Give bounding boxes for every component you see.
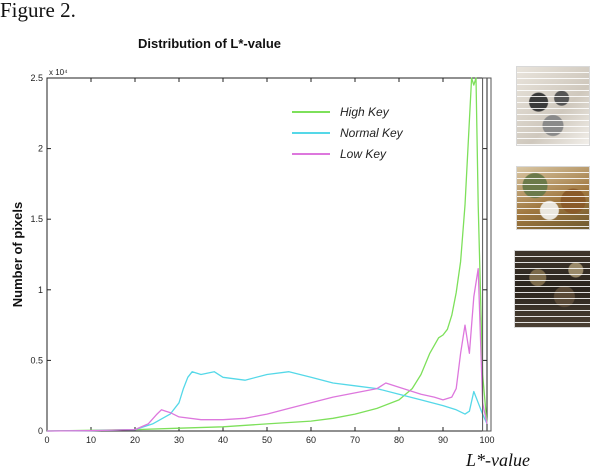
x-tick-label: 80 bbox=[394, 435, 404, 445]
x-tick-label: 70 bbox=[350, 435, 360, 445]
y-exponent-label: x 10⁴ bbox=[49, 68, 68, 77]
y-tick-label: 2 bbox=[38, 144, 43, 154]
x-tick-label: 20 bbox=[130, 435, 140, 445]
x-tick-label: 0 bbox=[44, 435, 49, 445]
legend-label: High Key bbox=[340, 105, 390, 119]
x-tick-label: 30 bbox=[174, 435, 184, 445]
y-tick-label: 2.5 bbox=[30, 73, 43, 83]
boundary-bar bbox=[482, 77, 492, 432]
normal-key-thumbnail bbox=[516, 166, 590, 230]
legend-label: Normal Key bbox=[340, 126, 404, 140]
y-axis-label: Number of pixels bbox=[10, 202, 25, 307]
x-tick-label: 60 bbox=[306, 435, 316, 445]
plot-frame bbox=[46, 77, 488, 432]
y-tick-label: 0.5 bbox=[30, 355, 43, 365]
x-tick-label: 50 bbox=[262, 435, 272, 445]
x-axis-label: L*-value bbox=[466, 450, 530, 470]
chart-title: Distribution of L*-value bbox=[138, 36, 281, 51]
legend-label: Low Key bbox=[340, 147, 387, 161]
series-line-normal-key bbox=[46, 371, 488, 432]
high-key-thumbnail bbox=[516, 66, 590, 146]
series-line-high-key bbox=[46, 77, 488, 432]
x-tick-label: 100 bbox=[479, 435, 494, 445]
low-key-thumbnail bbox=[514, 250, 590, 328]
y-tick-label: 0 bbox=[38, 426, 43, 436]
x-tick-label: 40 bbox=[218, 435, 228, 445]
y-tick-label: 1.5 bbox=[30, 214, 43, 224]
figure-caption: Figure 2. bbox=[0, 0, 76, 22]
x-tick-label: 90 bbox=[438, 435, 448, 445]
y-tick-label: 1 bbox=[38, 285, 43, 295]
x-tick-label: 10 bbox=[86, 435, 96, 445]
series-line-low-key bbox=[46, 267, 488, 432]
